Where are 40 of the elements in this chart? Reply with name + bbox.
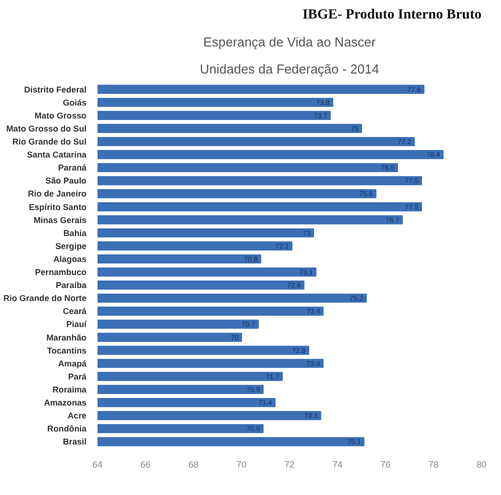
y-tick-label: São Paulo: [45, 176, 86, 186]
y-tick-label: Brasil: [62, 436, 86, 447]
y-tick-label: Maranhão: [46, 332, 87, 342]
y-tick-label: Roraima: [52, 384, 87, 394]
x-tick-label: 80: [476, 460, 487, 470]
x-tick-label: 74: [332, 460, 343, 470]
y-tick-label: Alagoas: [53, 254, 87, 264]
y-tick-label: Rio Grande do Norte: [3, 293, 87, 304]
y-tick-label: Ceará: [62, 306, 87, 316]
y-tick-label: Acre: [68, 410, 87, 421]
y-tick-label: Rio de Janeiro: [28, 188, 87, 199]
y-tick-label: Distrito Federal: [24, 84, 87, 94]
y-tick-label: Pará: [68, 371, 87, 382]
y-tick-label: Pernambuco: [35, 267, 87, 278]
x-tick-label: 68: [188, 460, 199, 470]
x-tick-label: 64: [92, 460, 103, 470]
y-tick-label: Paraíba: [56, 280, 87, 290]
y-tick-label: Mato Grosso: [34, 110, 87, 120]
text: IBGE- Produto Interno Bruto: [302, 8, 482, 22]
y-tick-label: Goiás: [62, 97, 87, 108]
y-tick-label: Amapá: [58, 358, 87, 368]
x-tick-label: 78: [428, 460, 439, 470]
y-tick-label: Mato Grosso do Sul: [6, 123, 86, 134]
y-tick-label: Amazonas: [44, 398, 87, 408]
y-tick-label: Rondônia: [47, 424, 87, 434]
y-tick-label: Paraná: [58, 162, 87, 173]
y-tick-label: Bahia: [63, 228, 87, 238]
y-tick-label: Espírito Santo: [28, 202, 87, 212]
y-tick-label: Sergipe: [55, 240, 87, 251]
x-tick-label: 76: [380, 460, 391, 470]
y-tick-label: Rio Grande do Sul: [12, 136, 87, 147]
y-tick-label: Santa Catarina: [26, 150, 87, 160]
chart-title: Esperança de Vida ao Nascer: [203, 34, 376, 50]
y-tick-label: Piauí: [66, 319, 88, 330]
x-tick-label: 72: [284, 460, 295, 470]
y-tick-label: Minas Gerais: [34, 214, 87, 225]
x-tick-label: 70: [236, 460, 247, 470]
y-tick-label: Tocantins: [46, 345, 87, 356]
chart-subtitle: Unidades da Federação - 2014: [200, 62, 380, 76]
x-tick-label: 66: [140, 460, 151, 470]
